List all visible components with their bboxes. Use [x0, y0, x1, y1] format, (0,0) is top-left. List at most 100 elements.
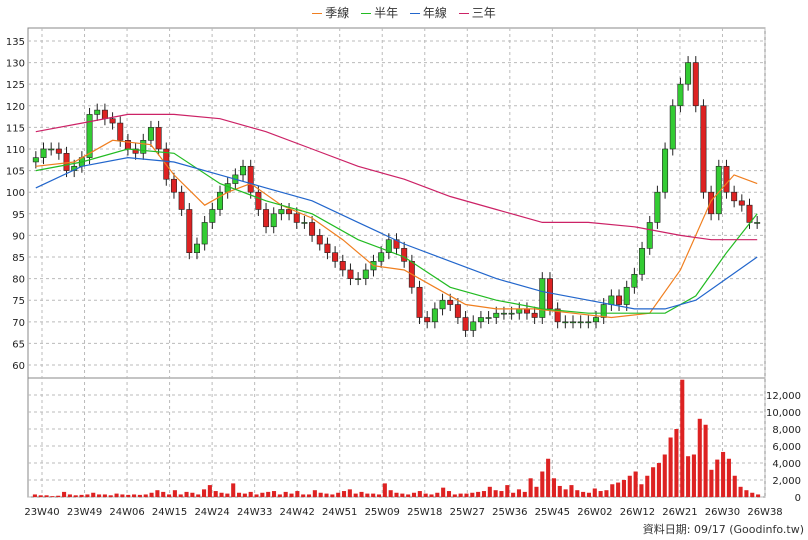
- candle-body: [362, 269, 369, 279]
- volume-bar: [172, 490, 177, 497]
- volume-bar: [207, 485, 212, 497]
- volume-bar: [499, 491, 504, 497]
- candle-body: [439, 299, 446, 310]
- candle-body: [309, 222, 316, 236]
- volume-bar: [149, 492, 154, 497]
- x-tick-label: 24W33: [237, 507, 272, 518]
- volume-bar: [371, 493, 376, 497]
- volume-bar: [38, 495, 43, 497]
- volume-bar: [394, 492, 399, 497]
- volume-bar: [686, 456, 691, 497]
- volume-bar: [365, 493, 370, 497]
- candle-body: [293, 213, 300, 223]
- candle-body: [155, 127, 162, 150]
- candle-body: [63, 153, 70, 171]
- candle-body: [270, 213, 277, 228]
- volume-bar: [464, 493, 469, 497]
- volume-bar: [452, 494, 457, 497]
- volume-bar: [219, 492, 224, 497]
- volume-bar: [715, 459, 720, 497]
- candle-body: [140, 140, 147, 154]
- volume-bar: [382, 483, 387, 497]
- candle-body: [193, 243, 200, 253]
- candle-body: [247, 165, 254, 193]
- volume-bar: [516, 489, 522, 497]
- candle-body: [754, 222, 761, 224]
- legend-item-year: 年線: [409, 4, 447, 21]
- candle-body: [55, 148, 62, 154]
- y-tick-label: 120: [6, 102, 25, 113]
- candle-body: [646, 222, 653, 249]
- volume-bar: [417, 491, 422, 497]
- volume-bar: [225, 493, 230, 497]
- volume-bar: [476, 491, 481, 497]
- legend-label: 半年: [374, 6, 399, 20]
- legend: 季線 半年 年線 三年: [0, 4, 808, 21]
- volume-bar: [190, 492, 195, 497]
- volume-bar: [522, 491, 527, 497]
- volume-bar: [528, 478, 533, 497]
- volume-bar: [511, 492, 516, 497]
- volume-bar: [143, 494, 148, 497]
- volume-bar: [120, 494, 125, 497]
- volume-bar: [266, 491, 271, 497]
- y-tick-label: 95: [12, 210, 25, 221]
- volume-bar: [604, 490, 609, 497]
- volume-bar: [260, 492, 265, 497]
- data-source: (Goodinfo.tw): [729, 523, 804, 536]
- volume-bar: [283, 491, 288, 497]
- price-plot-frame: [27, 27, 766, 379]
- candle-body: [608, 295, 615, 305]
- volume-bar: [645, 475, 650, 497]
- candle-body: [147, 127, 154, 141]
- volume-bar: [703, 424, 708, 497]
- volume-bar: [85, 494, 90, 497]
- candle-body: [355, 278, 362, 280]
- legend-swatch: [312, 13, 323, 14]
- volume-bar: [697, 418, 702, 497]
- data-date: 資料日期: 09/17: [642, 523, 726, 536]
- candle-body: [577, 321, 584, 324]
- volume-bar: [534, 486, 539, 497]
- volume-bar: [388, 490, 393, 497]
- candle-body: [109, 118, 116, 124]
- volume-bar: [178, 494, 183, 497]
- volume-bar: [493, 490, 498, 497]
- volume-bar: [411, 492, 417, 497]
- volume-bar: [726, 458, 731, 497]
- candle-body: [746, 204, 753, 223]
- volume-bar: [353, 493, 358, 497]
- candle-body: [324, 243, 331, 253]
- volume-bar: [429, 494, 434, 497]
- candle-body: [209, 209, 216, 223]
- volume-bar: [102, 494, 107, 497]
- ma-line-半年: [35, 148, 758, 314]
- volume-bar: [540, 471, 545, 497]
- legend-label: 三年: [471, 6, 496, 20]
- legend-item-halfyear: 半年: [361, 4, 398, 21]
- volume-bar: [557, 485, 562, 497]
- volume-bar: [324, 493, 329, 497]
- volume-bar: [50, 496, 55, 497]
- volume-bar: [167, 494, 172, 497]
- y-tick-label: 85: [12, 253, 25, 264]
- volume-bar: [738, 486, 743, 497]
- volume-bar: [289, 493, 294, 497]
- candle-body: [692, 62, 699, 107]
- candle-body: [470, 321, 477, 331]
- volume-bar: [114, 493, 119, 497]
- candle-body: [477, 317, 484, 323]
- volume-bar: [242, 493, 247, 497]
- y-tick-label: 60: [12, 361, 25, 372]
- volume-plot-frame: [27, 377, 766, 498]
- volume-bar: [487, 486, 492, 497]
- candle-body: [639, 248, 646, 275]
- legend-item-quarter: 季線: [312, 4, 349, 21]
- x-tick-label: 25W36: [492, 507, 527, 518]
- volume-bar: [376, 494, 382, 497]
- legend-swatch: [458, 13, 469, 14]
- volume-bar: [400, 493, 405, 497]
- volume-bar: [295, 491, 300, 497]
- volume-bar: [108, 495, 113, 497]
- candle-body: [669, 105, 676, 150]
